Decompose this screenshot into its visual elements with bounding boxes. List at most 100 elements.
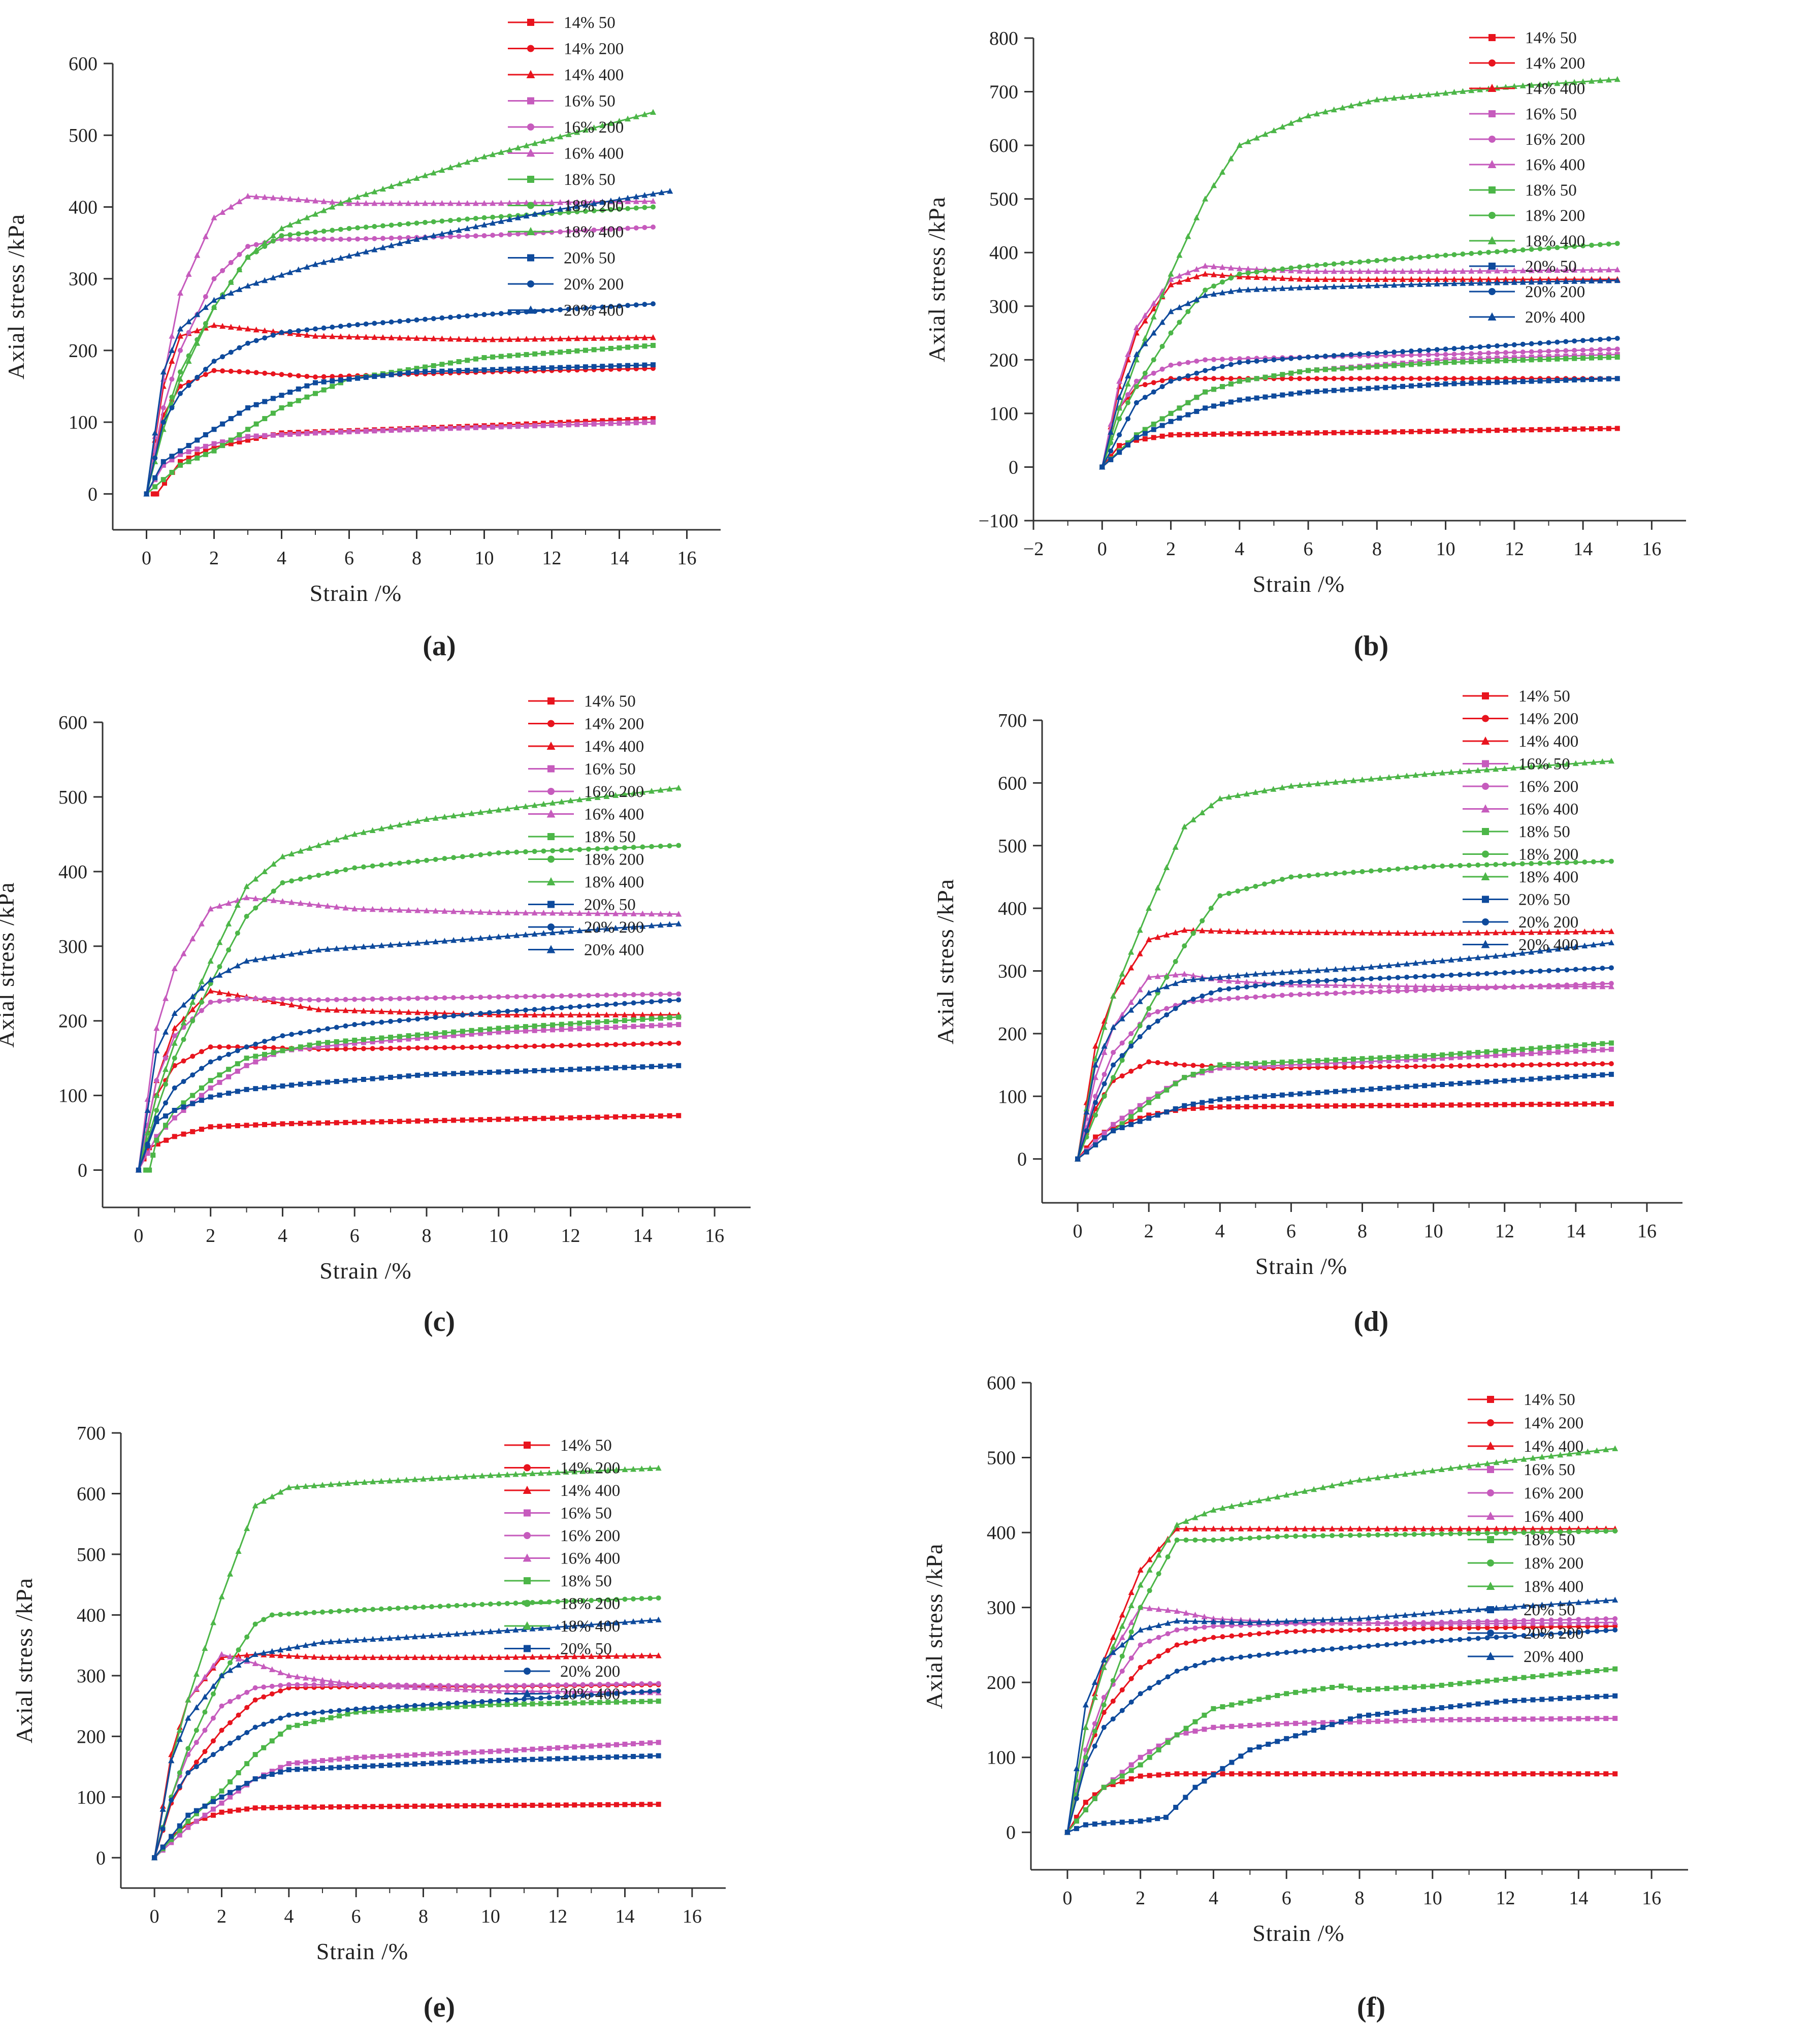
y-tick-label: 700 [998,710,1027,731]
data-point [1138,1665,1143,1670]
data-point [311,1482,317,1488]
data-point [651,301,656,307]
data-point [387,941,394,948]
data-point [1155,1606,1162,1612]
data-point [1369,1059,1374,1064]
data-point [1581,942,1588,949]
data-point [433,1071,438,1077]
data-point [1393,1641,1399,1647]
data-point [164,1137,169,1143]
x-tick-label: 16 [705,1225,724,1247]
data-point [262,327,268,334]
data-point [371,246,378,252]
data-point [580,1598,586,1604]
data-point [532,423,538,429]
data-point [523,212,530,219]
data-point [1581,928,1588,935]
data-point [1366,1712,1371,1718]
data-point [1468,279,1475,286]
data-point [1359,929,1366,936]
data-point [403,1654,410,1660]
data-point [185,1822,191,1827]
legend-marker [1482,918,1489,925]
data-point [269,1493,275,1499]
data-point [1368,776,1375,782]
data-point [1297,390,1303,396]
data-point [1202,1771,1207,1777]
legend-label: 14% 400 [560,1482,620,1500]
data-point [1311,1771,1317,1777]
data-point [160,477,166,483]
data-point [465,425,470,431]
data-point [1156,1772,1161,1778]
data-point [1110,1699,1116,1704]
data-point [625,344,631,350]
legend-marker [1482,896,1489,903]
data-point [568,847,573,853]
data-point [245,340,250,346]
data-point [172,1063,177,1068]
data-point [370,1076,375,1081]
data-point [1408,281,1414,288]
data-point [563,1599,569,1604]
data-point [236,198,243,204]
data-point [345,1755,350,1761]
data-point [180,1001,187,1008]
data-point [1183,1771,1189,1777]
data-point [1288,370,1294,376]
data-point [1093,1094,1098,1099]
data-point [1386,1055,1392,1060]
x-tick-label: 14 [610,548,629,569]
data-point [1305,284,1312,290]
data-point [1557,1451,1564,1458]
data-point [330,384,335,389]
data-point [504,1702,510,1707]
data-point [397,1037,402,1042]
data-point [648,1688,653,1694]
data-point [568,1067,573,1072]
data-point [1347,1525,1354,1531]
data-point [429,1751,435,1757]
data-point [378,1635,384,1642]
data-point [548,199,555,205]
x-tick-label: 0 [1097,538,1107,560]
data-point [1347,1478,1354,1485]
data-point [386,1477,393,1484]
data-point [429,1761,435,1766]
data-point [529,1470,536,1477]
data-point [441,1010,448,1016]
data-point [1612,1627,1618,1633]
data-point [1477,250,1483,256]
data-point [1458,1051,1463,1057]
data-point [496,1044,501,1050]
data-point [319,1482,326,1488]
data-point [583,364,588,370]
data-point [1225,928,1232,934]
data-point [546,1802,552,1808]
data-point [1119,1053,1125,1059]
data-point [1475,1049,1481,1055]
data-point [1393,1771,1399,1777]
data-point [1477,356,1483,362]
data-point [210,1806,216,1812]
data-point [1548,1696,1554,1702]
data-point [430,200,437,206]
data-point [522,1683,527,1688]
data-point [262,955,268,961]
data-point [271,1122,276,1127]
data-point [1608,939,1614,945]
data-point [563,1700,569,1706]
data-point [1589,266,1595,273]
legend-label: 18% 200 [584,851,644,869]
data-point [363,321,369,327]
data-point [244,996,249,1001]
data-point [1382,268,1389,274]
data-point [538,1470,544,1476]
data-point [1159,378,1165,384]
data-point [270,396,276,401]
data-point [1229,1655,1235,1661]
data-point [532,849,537,854]
data-point [1261,1063,1267,1069]
